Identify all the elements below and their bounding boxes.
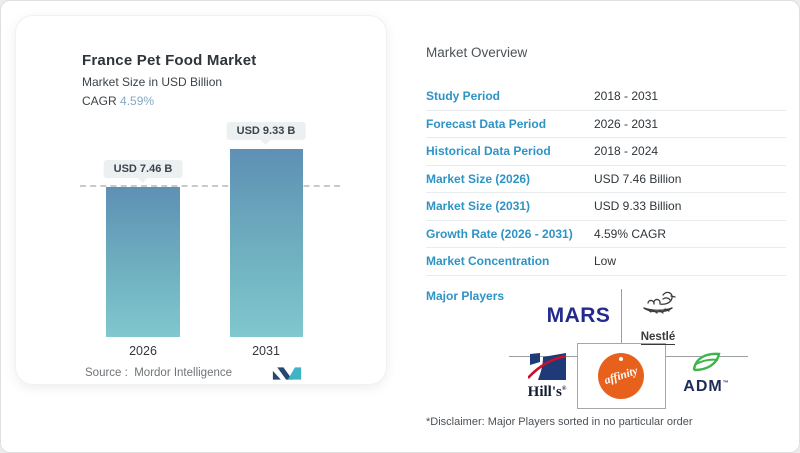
row-label: Growth Rate (2026 - 2031) xyxy=(426,226,573,241)
chart-title: France Pet Food Market xyxy=(82,52,257,69)
hills-emblem-icon xyxy=(527,353,567,380)
market-size-chart-card: France Pet Food Market Market Size in US… xyxy=(15,15,387,385)
adm-leaf-icon xyxy=(692,352,721,372)
callout-arrow-icon xyxy=(137,178,148,183)
table-row: Historical Data Period 2018 - 2024 xyxy=(426,138,786,166)
major-players-label: Major Players xyxy=(426,288,505,303)
row-value: 2018 - 2024 xyxy=(594,144,659,159)
nestle-logo: Nestlé xyxy=(630,290,686,345)
x-axis-label-2026: 2026 xyxy=(129,344,157,358)
row-value: USD 7.46 Billion xyxy=(594,171,682,186)
source-label: Source : xyxy=(85,367,128,379)
table-row: Market Size (2031) USD 9.33 Billion xyxy=(426,193,786,221)
table-row: Study Period 2018 - 2031 xyxy=(426,83,786,111)
row-value: Low xyxy=(594,254,617,269)
nestle-wordmark: Nestlé xyxy=(640,331,676,345)
hills-wordmark: Hill's® xyxy=(527,384,567,400)
row-value: USD 9.33 Billion xyxy=(594,199,682,214)
bar-value-callout-2031: USD 9.33 B xyxy=(226,122,306,145)
cagr-value: 4.59% xyxy=(120,94,155,108)
bar-value-callout-2026: USD 7.46 B xyxy=(103,160,183,183)
table-row: Market Concentration Low xyxy=(426,248,786,276)
row-value: 2018 - 2031 xyxy=(594,89,659,104)
row-label: Market Concentration xyxy=(426,254,550,269)
row-label: Market Size (2031) xyxy=(426,199,531,214)
table-row: Growth Rate (2026 - 2031) 4.59% CAGR xyxy=(426,221,786,248)
mordor-intelligence-logo-icon xyxy=(272,364,302,388)
market-overview-panel: Market Overview Study Period 2018 - 2031… xyxy=(426,45,786,303)
chart-cagr-line: CAGR 4.59% xyxy=(82,94,154,108)
affinity-tag-hole-icon xyxy=(619,357,623,361)
bar-value-label-2026: USD 7.46 B xyxy=(103,160,183,178)
row-label: Market Size (2026) xyxy=(426,171,531,186)
table-row: Market Size (2026) USD 7.46 Billion xyxy=(426,166,786,193)
bar-2031[interactable] xyxy=(230,149,303,337)
bar-2026[interactable] xyxy=(106,187,180,337)
row-label: Historical Data Period xyxy=(426,144,551,159)
affinity-logo: affinity xyxy=(598,353,644,399)
source-attribution: Source : Mordor Intelligence xyxy=(85,367,232,379)
nestle-nest-icon xyxy=(643,291,676,314)
affinity-wordmark: affinity xyxy=(602,364,640,388)
callout-arrow-icon xyxy=(260,140,271,145)
cagr-label: CAGR xyxy=(82,94,117,108)
disclaimer-text: *Disclaimer: Major Players sorted in no … xyxy=(426,416,693,428)
hills-logo: Hill's® xyxy=(519,353,575,400)
row-label: Study Period xyxy=(426,89,501,104)
overview-title: Market Overview xyxy=(426,45,528,60)
row-value: 2026 - 2031 xyxy=(594,116,659,131)
x-axis-label-2031: 2031 xyxy=(252,344,280,358)
chart-subtitle: Market Size in USD Billion xyxy=(82,75,223,89)
table-row: Forecast Data Period 2026 - 2031 xyxy=(426,111,786,138)
bar-chart-plot: USD 7.46 B USD 9.33 B 2026 2031 xyxy=(66,122,346,358)
source-value: Mordor Intelligence xyxy=(134,367,233,379)
adm-logo: ADM™ xyxy=(675,351,737,395)
adm-wordmark: ADM™ xyxy=(683,378,729,395)
bar-value-label-2031: USD 9.33 B xyxy=(226,122,306,140)
players-grid-vertical-divider xyxy=(621,289,622,343)
reference-dashed-line xyxy=(80,185,340,187)
row-label: Forecast Data Period xyxy=(426,116,547,131)
row-value: 4.59% CAGR xyxy=(594,226,667,241)
players-grid-horizontal-line-left xyxy=(509,356,577,357)
mars-logo: MARS xyxy=(546,304,611,327)
